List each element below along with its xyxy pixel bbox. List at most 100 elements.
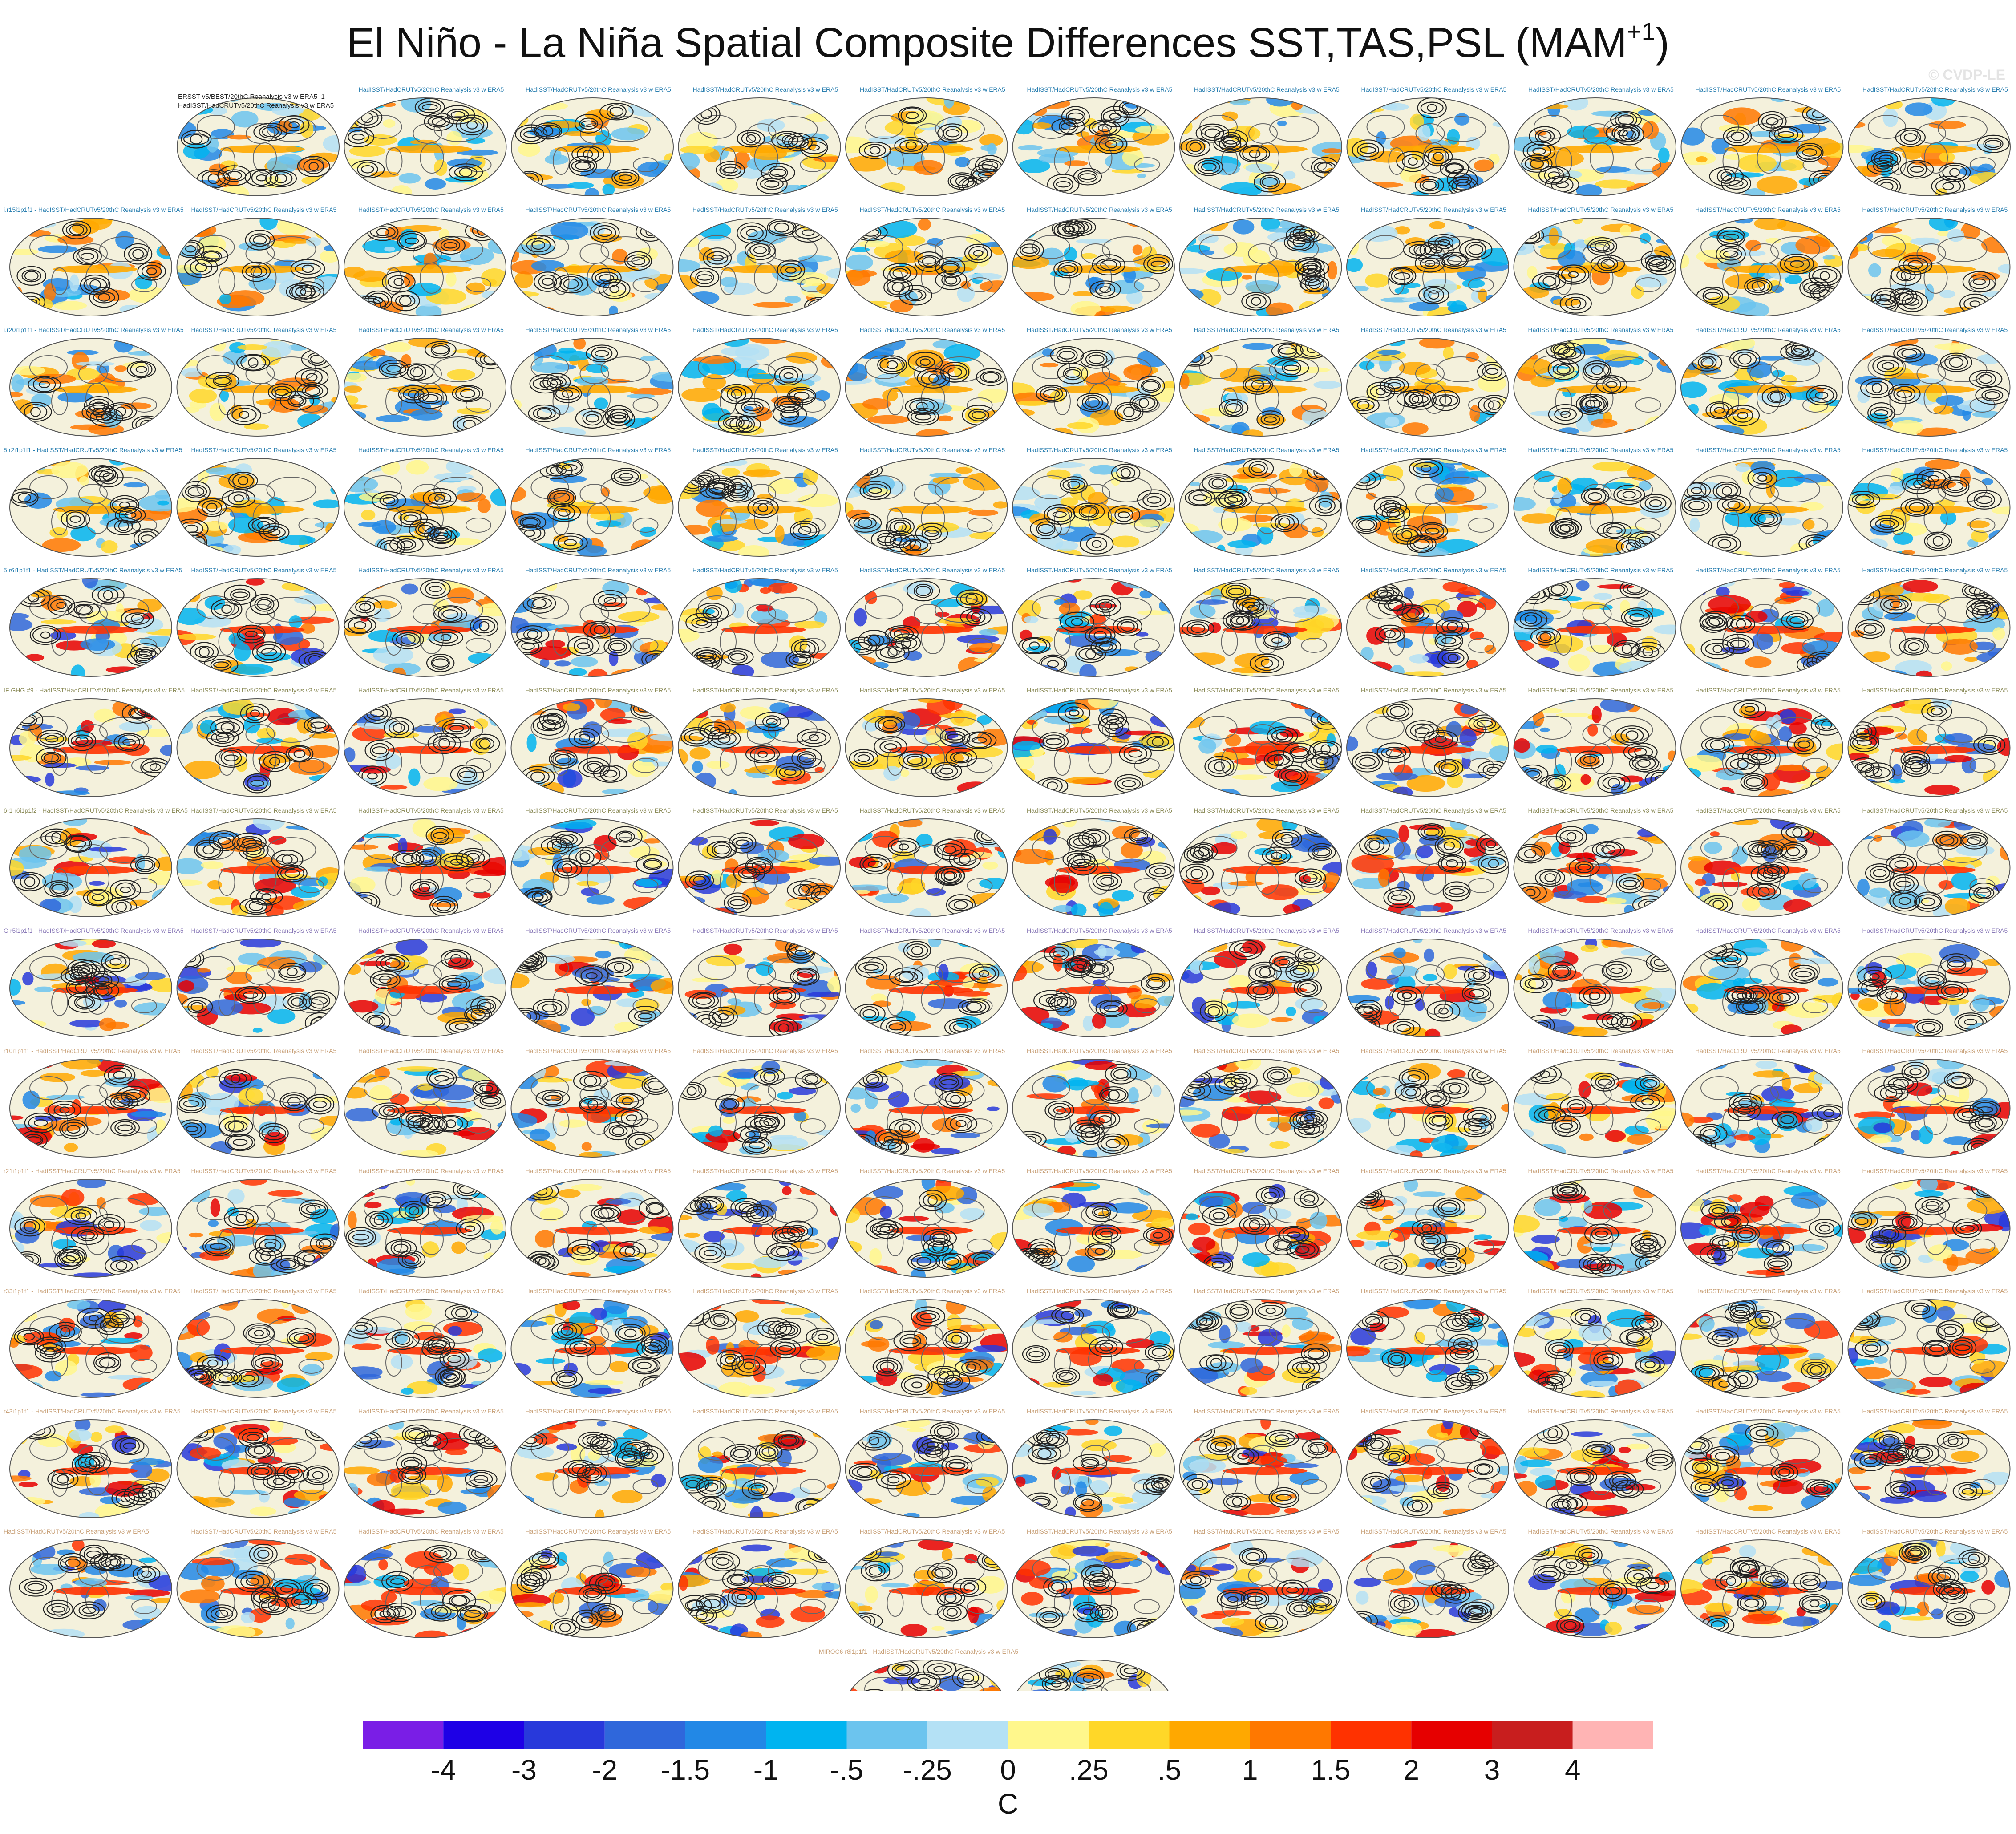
panel-label: HadISST/HadCRUTv5/20thC Reanalysis v3 w …	[1027, 927, 1172, 934]
panel-label: MIROC6 r8i1p1f1 - HadISST/HadCRUTv5/20th…	[819, 1648, 1018, 1655]
panel-label: HadISST/HadCRUTv5/20thC Reanalysis v3 w …	[860, 446, 1005, 453]
panel-label: HadISST/HadCRUTv5/20thC Reanalysis v3 w …	[1528, 1408, 1674, 1415]
panel-label: HadISST/HadCRUTv5/20thC Reanalysis v3 w …	[191, 1528, 337, 1535]
panel-label: HadISST/HadCRUTv5/20thC Reanalysis v3 w …	[1361, 807, 1506, 814]
panel-label: HadISST/HadCRUTv5/20thC Reanalysis v3 w …	[1862, 807, 2008, 814]
panel-label: 5 r6i1p1f1 - HadISST/HadCRUTv5/20thC Rea…	[4, 567, 182, 574]
panel-label: HadISST/HadCRUTv5/20thC Reanalysis v3 w …	[860, 807, 1005, 814]
panel-label: HadISST/HadCRUTv5/20thC Reanalysis v3 w …	[526, 206, 671, 213]
panel-label: HadISST/HadCRUTv5/20thC Reanalysis v3 w …	[1361, 86, 1507, 93]
panel-label: HadISST/HadCRUTv5/20thC Reanalysis v3 w …	[1361, 326, 1506, 333]
map-panel	[1680, 578, 1843, 677]
panel-label: r10i1p1f1 - HadISST/HadCRUTv5/20thC Rean…	[4, 1047, 181, 1054]
panel-label: HadISST/HadCRUTv5/20thC Reanalysis v3 w …	[1027, 1287, 1172, 1295]
map-panel	[9, 218, 172, 316]
colorbar-tick-label: 3	[1484, 1754, 1500, 1786]
panel-label: IF GHG #9 - HadISST/HadCRUTv5/20thC Rean…	[4, 687, 185, 694]
map-panel	[1680, 939, 1843, 1037]
panel-label: HadISST/HadCRUTv5/20thC Reanalysis v3 w …	[359, 86, 504, 93]
map-panel	[1179, 578, 1342, 677]
map-panel	[678, 698, 841, 797]
panel-label: HadISST/HadCRUTv5/20thC Reanalysis v3 w …	[526, 1287, 671, 1295]
map-panel	[1346, 97, 1510, 196]
panel-label: HadISST/HadCRUTv5/20thC Reanalysis v3 w …	[860, 326, 1005, 333]
panel-label: HadISST/HadCRUTv5/20thC Reanalysis v3 w …	[1528, 807, 1674, 814]
panel-label: HadISST/HadCRUTv5/20thC Reanalysis v3 w …	[1695, 807, 1841, 814]
panel-label: HadISST/HadCRUTv5/20thC Reanalysis v3 w …	[1361, 1167, 1506, 1174]
colorbar-tick-label: -.25	[903, 1754, 952, 1786]
panel-label: i.r15i1p1f1 - HadISST/HadCRUTv5/20thC Re…	[4, 206, 184, 213]
colorbar-tick-label: -2	[592, 1754, 617, 1786]
panel-label: HadISST/HadCRUTv5/20thC Reanalysis v3 w …	[1361, 567, 1506, 574]
panel-label: HadISST/HadCRUTv5/20thC Reanalysis v3 w …	[860, 567, 1005, 574]
panel-label: HadISST/HadCRUTv5/20thC Reanalysis v3 w …	[191, 927, 337, 934]
panel-label: HadISST/HadCRUTv5/20thC Reanalysis v3 w …	[1027, 1528, 1172, 1535]
map-panel	[1513, 218, 1676, 316]
colorbar-swatch	[1331, 1721, 1412, 1749]
colorbar-tick-label: 1	[1242, 1754, 1258, 1786]
panel-label: HadISST/HadCRUTv5/20thC Reanalysis v3 w …	[191, 1287, 337, 1295]
colorbar-tick-label: .25	[1069, 1754, 1109, 1786]
panel-label: HadISST/HadCRUTv5/20thC Reanalysis v3 w …	[1361, 1287, 1506, 1295]
panel-label: HadISST/HadCRUTv5/20thC Reanalysis v3 w …	[526, 687, 671, 694]
panel-label: HadISST/HadCRUTv5/20thC Reanalysis v3 w …	[1528, 86, 1674, 93]
panel-label: HadISST/HadCRUTv5/20thC Reanalysis v3 w …	[1695, 687, 1841, 694]
map-panel	[845, 1419, 1008, 1518]
panel-label: HadISST/HadCRUTv5/20thC Reanalysis v3 w …	[526, 326, 671, 333]
colorbar-tick-label: 1.5	[1311, 1754, 1351, 1786]
map-panel	[9, 1539, 172, 1638]
panel-label: HadISST/HadCRUTv5/20thC Reanalysis v3 w …	[1528, 206, 1674, 213]
map-panel	[9, 578, 172, 677]
map-panel	[1012, 458, 1175, 557]
panel-label: HadISST/HadCRUTv5/20thC Reanalysis v3 w …	[1862, 326, 2008, 333]
panel-label: HadISST/HadCRUTv5/20thC Reanalysis v3 w …	[1361, 446, 1506, 453]
panel-label: HadISST/HadCRUTv5/20thC Reanalysis v3 w …	[860, 206, 1005, 213]
map-panel	[510, 218, 674, 316]
panel-label: HadISST/HadCRUTv5/20thC Reanalysis v3 w …	[1361, 927, 1506, 934]
panel-label: HadISST/HadCRUTv5/20thC Reanalysis v3 w …	[860, 687, 1005, 694]
panel-label: HadISST/HadCRUTv5/20thC Reanalysis v3 w …	[191, 1167, 337, 1174]
panel-label: HadISST/HadCRUTv5/20thC Reanalysis v3 w …	[1027, 807, 1172, 814]
panel-label: HadISST/HadCRUTv5/20thC Reanalysis v3 w …	[4, 1528, 149, 1535]
panel-label: HadISST/HadCRUTv5/20thC Reanalysis v3 w …	[1194, 1047, 1340, 1054]
panel-label: HadISST/HadCRUTv5/20thC Reanalysis v3 w …	[1528, 567, 1674, 574]
panel-label: HadISST/HadCRUTv5/20thC Reanalysis v3 w …	[1862, 687, 2008, 694]
colorbar-tick-label: 0	[1000, 1754, 1016, 1786]
panel-label: HadISST/HadCRUTv5/20thC Reanalysis v3 w …	[1194, 326, 1340, 333]
panel-label: HadISST/HadCRUTv5/20thC Reanalysis v3 w …	[1862, 1287, 2008, 1295]
panel-label: HadISST/HadCRUTv5/20thC Reanalysis v3 w …	[1194, 86, 1340, 93]
panel-label: HadISST/HadCRUTv5/20thC Reanalysis v3 w …	[178, 102, 334, 109]
map-panel	[845, 338, 1008, 437]
panel-label: HadISST/HadCRUTv5/20thC Reanalysis v3 w …	[358, 927, 504, 934]
map-panel	[176, 818, 340, 917]
map-panel	[510, 338, 674, 437]
map-panel	[176, 939, 340, 1037]
map-panel	[9, 939, 172, 1037]
panel-label: HadISST/HadCRUTv5/20thC Reanalysis v3 w …	[1862, 567, 2008, 574]
colorbar-unit-label: C	[998, 1788, 1018, 1820]
map-panel	[1513, 939, 1676, 1037]
map-panel	[176, 1419, 340, 1518]
panel-label: HadISST/HadCRUTv5/20thC Reanalysis v3 w …	[1194, 807, 1340, 814]
panel-label: HadISST/HadCRUTv5/20thC Reanalysis v3 w …	[1361, 687, 1506, 694]
panel-label: HadISST/HadCRUTv5/20thC Reanalysis v3 w …	[358, 807, 504, 814]
panel-label: HadISST/HadCRUTv5/20thC Reanalysis v3 w …	[358, 206, 504, 213]
panel-label: HadISST/HadCRUTv5/20thC Reanalysis v3 w …	[1027, 567, 1172, 574]
map-panel	[1680, 1179, 1843, 1278]
panel-label: HadISST/HadCRUTv5/20thC Reanalysis v3 w …	[1361, 1528, 1506, 1535]
panel-label: HadISST/HadCRUTv5/20thC Reanalysis v3 w …	[1027, 326, 1172, 333]
map-panel	[845, 1539, 1008, 1638]
colorbar-swatch	[524, 1721, 605, 1749]
map-panel	[1680, 338, 1843, 437]
colorbar-swatch	[766, 1721, 847, 1749]
map-panel	[9, 1299, 172, 1398]
panel-label: HadISST/HadCRUTv5/20thC Reanalysis v3 w …	[1695, 1408, 1841, 1415]
panel-label: 5 r2i1p1f1 - HadISST/HadCRUTv5/20thC Rea…	[4, 446, 182, 453]
panel-label: HadISST/HadCRUTv5/20thC Reanalysis v3 w …	[1696, 86, 1841, 93]
map-panel	[678, 97, 841, 196]
panel-label: HadISST/HadCRUTv5/20thC Reanalysis v3 w …	[1695, 567, 1841, 574]
panel-label: HadISST/HadCRUTv5/20thC Reanalysis v3 w …	[191, 807, 337, 814]
chart-title: El Niño - La Niña Spatial Composite Diff…	[0, 17, 2016, 67]
panel-label: HadISST/HadCRUTv5/20thC Reanalysis v3 w …	[860, 1528, 1005, 1535]
